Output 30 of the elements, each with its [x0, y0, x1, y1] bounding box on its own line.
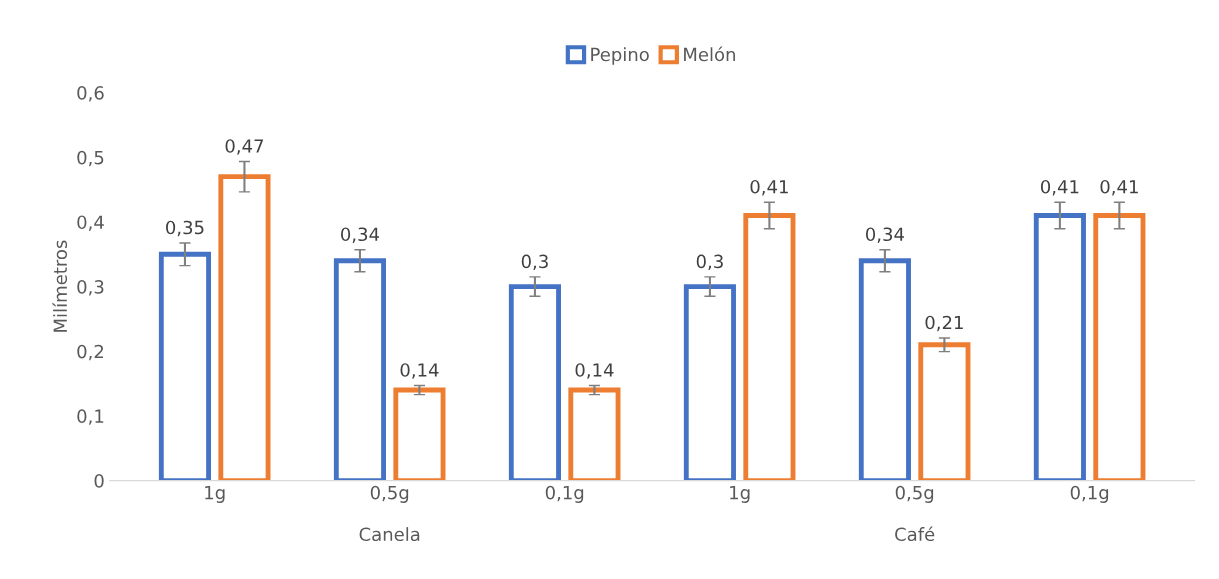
y-tick-label: 0	[94, 474, 104, 488]
y-tick-label: 0,4	[77, 215, 104, 231]
x-tick-label: 0,1g	[1070, 485, 1109, 503]
legend-label: Pepino	[591, 47, 649, 65]
data-label: 0,47	[225, 139, 264, 155]
data-label: 0,41	[1100, 179, 1138, 196]
y-tick-label: 0,5	[77, 150, 104, 167]
y-tick-label: 0,2	[77, 344, 104, 361]
y-tick-label: 0,1	[77, 409, 104, 425]
y-tick-label: 0,3	[77, 280, 104, 296]
x-tick-label: 1g	[205, 485, 225, 503]
data-label: 0,35	[166, 220, 204, 237]
x-tick-label: 0,1g	[545, 485, 584, 503]
y-tick-label: 0,6	[77, 86, 104, 102]
data-label: 0,21	[925, 315, 963, 332]
data-label: 0,14	[400, 363, 439, 379]
data-label: 0,3	[696, 254, 723, 271]
text: Canela	[359, 527, 420, 542]
x-tick-label: 1g	[730, 485, 750, 503]
data-label: 0,34	[865, 227, 904, 243]
data-label: 0,14	[575, 363, 614, 379]
data-label: 0,34	[341, 227, 380, 243]
data-label: 0,3	[521, 254, 548, 271]
data-label: 0,41	[1040, 179, 1079, 196]
y-axis-title: Milímetros	[52, 240, 68, 332]
legend-label: Melón	[684, 46, 735, 62]
x-tick-label: 0,5g	[370, 485, 409, 503]
text: Café	[895, 526, 935, 542]
data-label: 0,41	[750, 179, 788, 196]
x-tick-label: 0,5g	[895, 485, 934, 503]
